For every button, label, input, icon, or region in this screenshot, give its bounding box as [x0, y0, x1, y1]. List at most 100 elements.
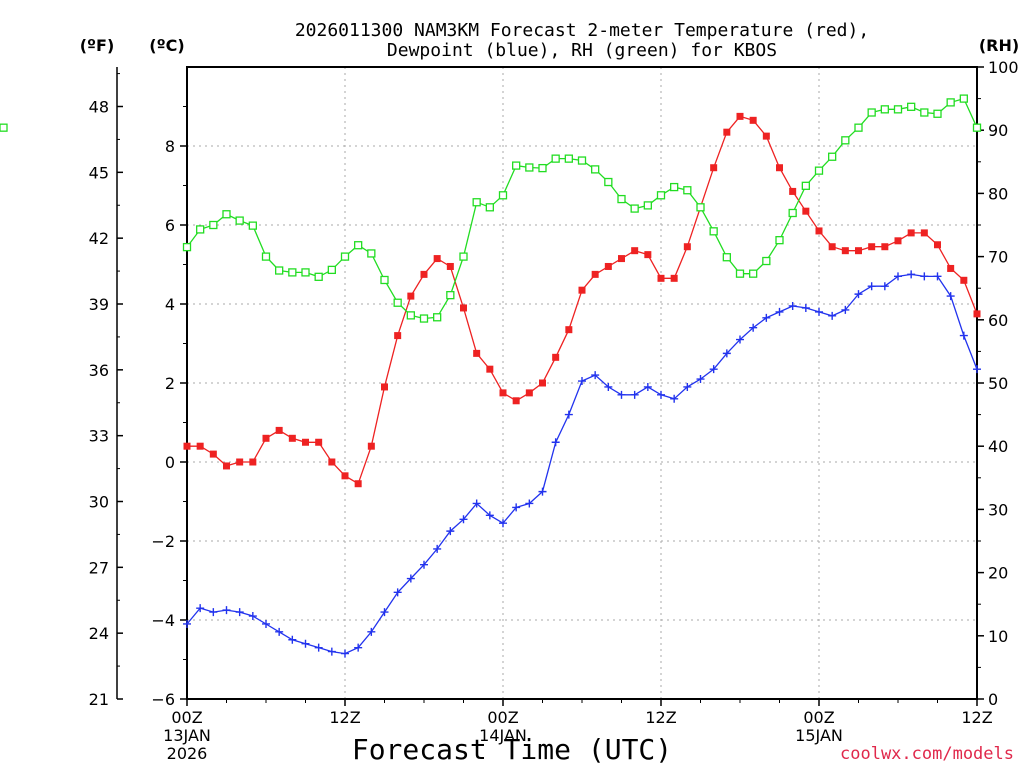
- data-point: [762, 256, 771, 266]
- data-point: [604, 382, 613, 391]
- data-point: [855, 247, 862, 255]
- data-point: [959, 331, 968, 340]
- series-1: [183, 270, 981, 658]
- data-point: [630, 204, 639, 213]
- data-point: [538, 487, 547, 496]
- data-point: [196, 225, 205, 234]
- data-point: [630, 390, 639, 399]
- data-point: [920, 272, 929, 281]
- data-point: [801, 303, 810, 312]
- data-point: [393, 588, 402, 597]
- data-point: [275, 627, 284, 636]
- celsius-tick-label: 2: [165, 374, 175, 393]
- data-point: [498, 191, 508, 200]
- data-point: [460, 304, 467, 312]
- data-point: [814, 166, 824, 175]
- rh-tick-label: 0: [988, 690, 998, 709]
- x-tick-date-label: 13JAN: [163, 726, 211, 745]
- data-point: [946, 292, 955, 301]
- fahrenheit-tick-label: 33: [89, 427, 109, 446]
- data-point: [828, 243, 836, 251]
- data-point: [472, 499, 481, 508]
- data-point: [275, 426, 283, 434]
- chart-subtitle: Dewpoint (blue), RH (green) for KBOS: [387, 40, 777, 61]
- celsius-unit-label: (ºC): [149, 36, 184, 55]
- data-point: [223, 462, 230, 470]
- data-point: [854, 123, 863, 132]
- data-point: [802, 207, 810, 215]
- data-point: [617, 194, 626, 204]
- data-point: [578, 377, 586, 386]
- data-point: [564, 410, 573, 419]
- data-point: [473, 349, 481, 357]
- data-point: [407, 292, 415, 300]
- data-point: [433, 313, 442, 322]
- data-point: [565, 326, 573, 334]
- rh-unit-label: (RH): [979, 36, 1019, 55]
- data-point: [552, 353, 560, 361]
- fahrenheit-tick-label: 36: [89, 361, 109, 380]
- data-point: [947, 264, 955, 272]
- data-point: [643, 201, 652, 210]
- data-point: [235, 608, 244, 617]
- data-point: [222, 210, 231, 219]
- data-point: [261, 252, 271, 261]
- data-point: [394, 332, 402, 340]
- data-point: [420, 560, 428, 569]
- data-point: [354, 480, 362, 488]
- data-point: [406, 311, 415, 320]
- data-point: [512, 161, 521, 170]
- data-point: [367, 442, 375, 450]
- x-tick-date-label: 14JAN: [479, 726, 527, 745]
- data-point: [315, 438, 323, 446]
- data-point: [670, 274, 678, 282]
- data-point: [894, 237, 902, 245]
- data-point: [735, 269, 745, 278]
- data-point: [591, 371, 600, 380]
- data-point: [539, 379, 546, 387]
- data-point: [301, 639, 310, 648]
- data-point: [881, 243, 889, 251]
- data-point: [314, 272, 323, 281]
- data-point: [209, 608, 218, 617]
- data-point: [406, 574, 415, 583]
- data-point: [973, 365, 981, 374]
- data-point: [683, 186, 692, 195]
- data-point: [183, 619, 191, 628]
- data-point: [248, 221, 257, 230]
- data-point: [920, 108, 929, 117]
- data-point: [209, 450, 217, 458]
- fahrenheit-tick-label: 24: [89, 624, 109, 643]
- data-point: [920, 229, 928, 237]
- data-point: [459, 515, 468, 524]
- data-point: [420, 270, 428, 278]
- data-point: [380, 608, 389, 617]
- data-point: [696, 203, 705, 212]
- fahrenheit-tick-label: 30: [89, 493, 109, 512]
- credit-label: coolwx.com/models: [840, 744, 1014, 764]
- fahrenheit-unit-label: (ºF): [80, 36, 115, 55]
- data-point: [183, 442, 191, 450]
- celsius-tick-label: 6: [165, 216, 175, 235]
- data-point: [235, 216, 244, 225]
- data-point: [723, 128, 731, 136]
- data-point: [525, 163, 534, 172]
- data-point: [472, 198, 481, 207]
- data-point: [749, 323, 758, 332]
- fahrenheit-tick-label: 21: [89, 690, 109, 709]
- rh-tick-label: 90: [988, 121, 1008, 140]
- data-point: [499, 519, 507, 528]
- data-point: [288, 268, 297, 277]
- rh-tick-label: 20: [988, 564, 1008, 583]
- data-point: [302, 438, 309, 446]
- data-point: [591, 165, 600, 174]
- data-point: [327, 265, 336, 275]
- data-point: [604, 177, 613, 187]
- data-point: [867, 108, 876, 117]
- data-point: [446, 527, 455, 536]
- data-point: [262, 434, 270, 442]
- data-point: [683, 382, 692, 391]
- data-point: [288, 434, 296, 442]
- data-point: [749, 116, 757, 124]
